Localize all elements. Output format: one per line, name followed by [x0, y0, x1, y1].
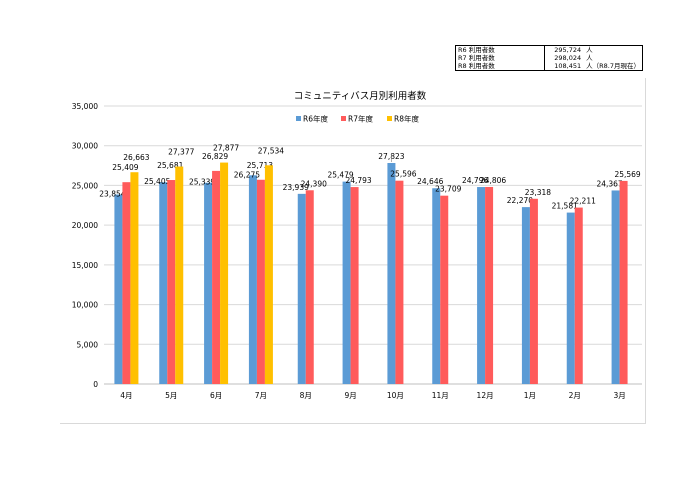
- x-tick-label: 9月: [344, 391, 356, 400]
- data-label: 25,405: [144, 177, 170, 186]
- bar: [305, 190, 314, 384]
- y-tick-label: 5,000: [77, 340, 99, 349]
- x-tick-label: 11月: [432, 391, 449, 400]
- data-label: 27,534: [258, 146, 284, 155]
- data-label: 24,796: [462, 176, 488, 185]
- data-label: 23,318: [525, 188, 551, 197]
- bar: [477, 187, 486, 384]
- x-tick-label: 12月: [477, 391, 494, 400]
- y-tick-label: 0: [93, 380, 98, 389]
- legend-swatch: [387, 116, 392, 121]
- data-label: 24,367: [596, 179, 622, 188]
- bar: [432, 188, 441, 384]
- bar: [130, 172, 139, 384]
- data-label: 26,275: [234, 170, 260, 179]
- legend-label: R8年度: [394, 114, 419, 124]
- chart-area: コミュニティバス月別利用者数 0 5,000 10,000 15,000 20,000 2…: [60, 78, 646, 424]
- legend-label: R7年度: [348, 114, 373, 124]
- bar: [122, 182, 131, 384]
- legend-label: R6年度: [303, 114, 328, 124]
- x-tick-label: 4月: [120, 391, 132, 400]
- data-label: 24,390: [301, 179, 327, 188]
- y-tick-label: 25,000: [72, 181, 98, 190]
- data-label: 21,581: [552, 202, 578, 211]
- summary-label: R7 利用者数: [455, 54, 545, 62]
- bar: [574, 207, 583, 384]
- bar: [611, 190, 620, 384]
- bar: [167, 180, 176, 384]
- bar: [256, 179, 265, 384]
- data-label: 27,377: [168, 148, 194, 157]
- data-label: 25,569: [614, 170, 640, 179]
- bar: [350, 187, 359, 384]
- data-label: 22,211: [570, 197, 596, 206]
- summary-value: 108,451: [554, 62, 582, 70]
- y-tick-label: 30,000: [72, 142, 98, 151]
- x-tick-label: 5月: [165, 391, 177, 400]
- bar: [297, 193, 306, 384]
- bar: [395, 180, 404, 384]
- bar: [387, 163, 396, 384]
- bar: [342, 181, 351, 384]
- bar: [264, 165, 273, 384]
- summary-table: R6 利用者数 295,724 人 R7 利用者数 298,024 人 R8 利…: [455, 45, 643, 71]
- bar: [159, 182, 168, 384]
- legend-swatch: [296, 116, 301, 121]
- summary-label: R6 利用者数: [455, 45, 545, 54]
- x-tick-label: 10月: [387, 391, 404, 400]
- summary-label: R8 利用者数: [455, 62, 545, 71]
- bar: [114, 194, 123, 384]
- x-tick-label: 6月: [210, 391, 222, 400]
- summary-row: R7 利用者数 298,024 人: [455, 54, 643, 62]
- summary-unit: 人（R8.7月現在）: [586, 62, 640, 70]
- x-tick-label: 2月: [569, 391, 581, 400]
- x-tick-label: 7月: [255, 391, 267, 400]
- y-tick-label: 10,000: [72, 301, 98, 310]
- data-label: 25,479: [327, 171, 353, 180]
- bar: [485, 186, 494, 384]
- x-tick-label: 3月: [613, 391, 625, 400]
- data-label: 24,806: [480, 176, 506, 185]
- y-tick-label: 15,000: [72, 261, 98, 270]
- summary-unit: 人: [586, 54, 593, 62]
- bar: [521, 207, 530, 384]
- data-label: 22,270: [507, 196, 533, 205]
- bar: [619, 180, 628, 384]
- bar: [440, 195, 449, 384]
- bar: [175, 166, 184, 384]
- data-label: 23,854: [99, 190, 125, 199]
- data-label: 23,709: [435, 185, 461, 194]
- bar: [220, 162, 229, 384]
- bar: [248, 175, 257, 384]
- data-label: 24,646: [417, 177, 443, 186]
- bar: [212, 170, 221, 384]
- x-tick-label: 8月: [300, 391, 312, 400]
- data-label: 24,793: [345, 176, 371, 185]
- chart-title: コミュニティバス月別利用者数: [294, 90, 427, 102]
- y-tick-label: 20,000: [72, 221, 98, 230]
- bar: [529, 198, 538, 384]
- summary-value: 298,024: [554, 54, 582, 62]
- data-label: 23,939: [283, 183, 309, 192]
- bar: [204, 182, 213, 384]
- data-label: 25,596: [390, 170, 416, 179]
- data-label: 25,713: [247, 161, 273, 170]
- summary-unit: 人: [586, 46, 593, 54]
- data-label: 26,829: [202, 152, 228, 161]
- data-label: 26,663: [123, 153, 149, 162]
- bar-chart: コミュニティバス月別利用者数 0 5,000 10,000 15,000 20,000 2…: [72, 90, 642, 400]
- y-tick-label: 35,000: [72, 102, 98, 111]
- bar: [566, 212, 575, 384]
- summary-row: R6 利用者数 295,724 人: [455, 45, 643, 54]
- legend-swatch: [341, 116, 346, 121]
- data-label: 27,877: [213, 144, 239, 153]
- data-label: 25,409: [112, 163, 138, 172]
- data-label: 25,681: [157, 161, 183, 170]
- summary-value: 295,724: [554, 46, 582, 54]
- data-label: 25,339: [189, 178, 215, 187]
- summary-row: R8 利用者数 108,451 人（R8.7月現在）: [455, 62, 643, 71]
- x-tick-label: 1月: [524, 391, 536, 400]
